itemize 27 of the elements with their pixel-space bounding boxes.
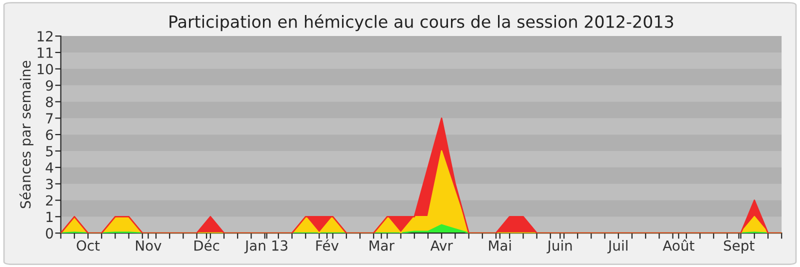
- y-tick-label: 4: [46, 162, 54, 173]
- x-tick-label: Oct: [76, 240, 100, 251]
- x-tick-label: Juin: [546, 240, 572, 254]
- x-tick-label: Août: [662, 239, 694, 251]
- chart-title: Participation en hémicycle au cours de la session 2012-2013: [170, 14, 674, 32]
- x-tick-label: Nov: [136, 240, 162, 251]
- y-tick-label: 3: [46, 178, 53, 190]
- x-tick-label: Fév: [316, 239, 339, 251]
- x-tick-label: Mar: [370, 240, 394, 251]
- y-tick-label: 9: [46, 80, 53, 91]
- y-tick-label: 6: [46, 130, 53, 140]
- y-tick-label: 7: [46, 113, 53, 124]
- x-tick-label: Mai: [489, 240, 511, 251]
- y-tick-label: 12: [38, 31, 52, 42]
- y-tick-label: 8: [46, 96, 53, 108]
- x-tick-label: Jan 13: [244, 240, 288, 254]
- y-tick-label: 1: [46, 212, 53, 222]
- y-axis-title: Séances par semaine: [19, 60, 34, 208]
- y-tick-label: 0: [46, 228, 53, 239]
- y-tick-label: 2: [46, 195, 52, 206]
- x-tick-label: Sept: [724, 240, 754, 254]
- y-tick-label: 11: [38, 48, 53, 58]
- y-tick-label: 10: [38, 64, 53, 74]
- y-tick-label: 5: [46, 146, 53, 156]
- x-tick-label: Avr: [430, 240, 453, 251]
- x-tick-label: Juil: [607, 240, 628, 254]
- x-tick-label: Déc: [194, 239, 220, 251]
